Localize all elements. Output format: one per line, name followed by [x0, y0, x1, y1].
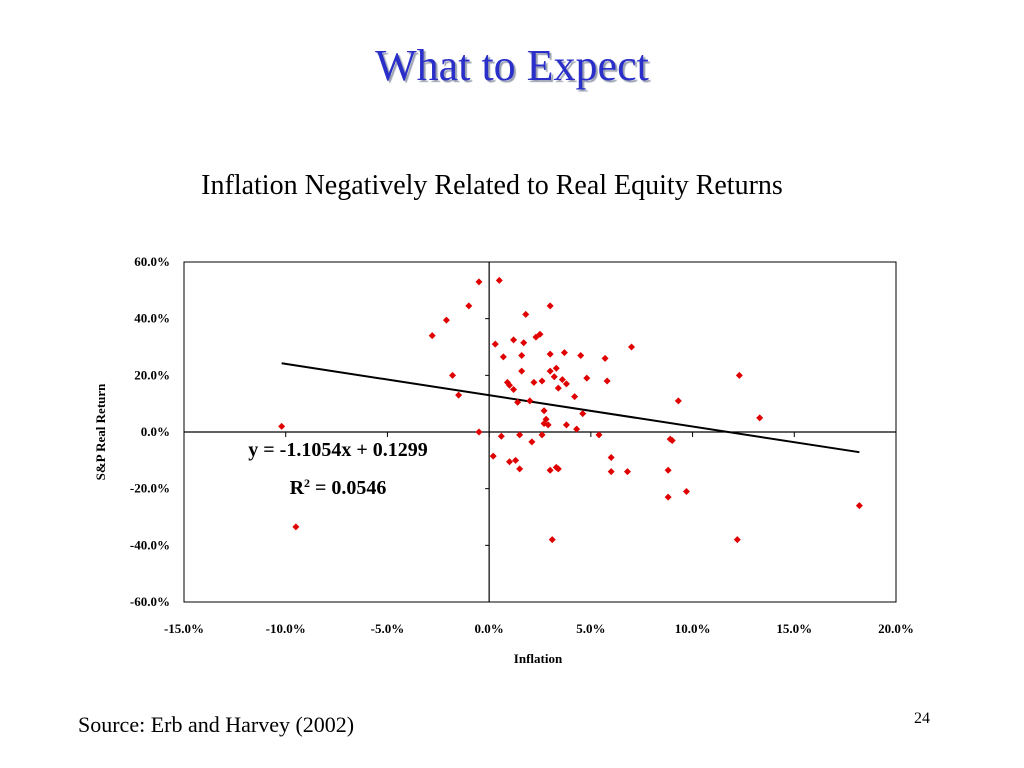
data-point [497, 432, 505, 440]
data-point [542, 415, 550, 423]
data-point [522, 310, 530, 318]
x-tick-label: 10.0% [675, 621, 711, 636]
data-point [546, 350, 554, 358]
data-point [668, 437, 676, 444]
data-point [552, 364, 560, 372]
data-point [607, 454, 615, 461]
data-point [607, 468, 615, 476]
data-point [536, 330, 544, 338]
y-tick-label: 20.0% [134, 367, 170, 382]
y-axis-label: S&P Real Return [93, 383, 108, 481]
data-point [449, 371, 457, 379]
data-point [733, 536, 741, 544]
slide-subtitle: Inflation Negatively Related to Real Equ… [201, 170, 783, 201]
data-point [528, 438, 536, 446]
data-point [546, 367, 554, 375]
data-point [562, 380, 570, 388]
data-point [548, 536, 556, 544]
slide-title: What to Expect [375, 41, 649, 90]
data-point [505, 381, 513, 389]
source-note: Source: Erb and Harvey (2002) [78, 712, 355, 737]
data-point [550, 373, 558, 381]
y-tick-label: 60.0% [134, 254, 170, 269]
r-squared-label: R2 = 0.0546 [290, 476, 387, 499]
data-point [562, 421, 570, 429]
data-point [475, 278, 483, 286]
data-point [664, 466, 672, 474]
data-point [623, 468, 631, 476]
data-point [442, 316, 450, 324]
data-point [735, 371, 743, 379]
data-point [573, 425, 581, 433]
x-tick-label: -5.0% [371, 621, 405, 636]
data-point [499, 353, 507, 361]
data-point [465, 302, 473, 310]
x-axis-label: Inflation [514, 651, 563, 666]
data-point [428, 332, 436, 340]
y-tick-label: 0.0% [141, 424, 170, 439]
data-point [628, 343, 636, 351]
data-point [540, 407, 548, 415]
data-point [577, 352, 585, 359]
data-point [518, 367, 526, 375]
data-point [510, 386, 518, 393]
data-point [603, 377, 611, 385]
data-point [292, 523, 300, 531]
data-point [554, 465, 562, 473]
data-point [538, 377, 546, 385]
page-number: 24 [914, 710, 930, 727]
x-tick-label: 5.0% [576, 621, 605, 636]
data-point [674, 397, 682, 405]
data-point [558, 376, 566, 384]
x-tick-label: 15.0% [776, 621, 812, 636]
data-point [510, 336, 518, 344]
data-point [583, 374, 591, 382]
y-tick-label: -20.0% [130, 481, 170, 496]
x-tick-label: 0.0% [475, 621, 504, 636]
data-point [571, 393, 579, 401]
trendline-equation: y = -1.1054x + 0.1299 [248, 439, 427, 461]
data-point [514, 398, 522, 406]
data-point [516, 431, 524, 439]
data-point [530, 378, 538, 386]
data-point [595, 431, 603, 439]
data-point [518, 352, 526, 359]
data-point [682, 488, 690, 495]
data-point [756, 414, 764, 422]
x-tick-label: -15.0% [164, 621, 204, 636]
data-point [554, 384, 562, 392]
data-point [516, 465, 524, 473]
y-tick-label: -60.0% [130, 594, 170, 609]
data-point [560, 349, 568, 357]
data-point [855, 502, 863, 510]
axes: -60.0% -40.0% -20.0% 0.0% 20.0% 40.0% 60.0% -15… [130, 254, 914, 636]
data-point [538, 431, 546, 439]
data-point [520, 339, 528, 347]
data-point [505, 458, 513, 466]
data-point [278, 422, 286, 430]
y-tick-label: -40.0% [130, 537, 170, 552]
data-point [475, 428, 483, 436]
data-point [664, 493, 672, 501]
data-point [526, 397, 534, 405]
x-tick-label: 20.0% [878, 621, 914, 636]
data-point [455, 391, 463, 399]
data-point [489, 452, 497, 460]
data-point [579, 410, 587, 418]
trendline [281, 362, 860, 454]
data-point [546, 466, 554, 474]
data-point [495, 276, 503, 284]
data-point [544, 421, 552, 429]
trendline-group [281, 362, 860, 454]
points-group [278, 276, 863, 544]
data-point [601, 354, 609, 362]
data-point [491, 340, 499, 348]
y-tick-label: 40.0% [134, 311, 170, 326]
x-tick-label: -10.0% [266, 621, 306, 636]
data-point [512, 456, 520, 464]
data-point [546, 302, 554, 310]
